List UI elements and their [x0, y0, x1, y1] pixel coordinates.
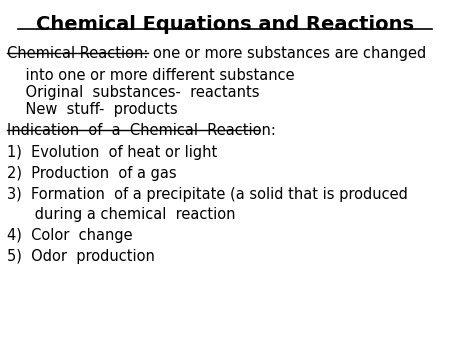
Text: New  stuff-  products: New stuff- products — [7, 102, 177, 117]
Text: Indication  of  a  Chemical  Reaction:: Indication of a Chemical Reaction: — [7, 123, 275, 138]
Text: during a chemical  reaction: during a chemical reaction — [7, 207, 235, 222]
Text: 2)  Production  of a gas: 2) Production of a gas — [7, 166, 176, 180]
Text: 1)  Evolution  of heat or light: 1) Evolution of heat or light — [7, 145, 217, 160]
Text: Chemical Equations and Reactions: Chemical Equations and Reactions — [36, 15, 414, 34]
Text: Original  substances-  reactants: Original substances- reactants — [7, 85, 259, 100]
Text: 5)  Odor  production: 5) Odor production — [7, 249, 155, 264]
Text: Chemical Reaction: one or more substances are changed: Chemical Reaction: one or more substance… — [7, 46, 426, 61]
Text: 3)  Formation  of a precipitate (a solid that is produced: 3) Formation of a precipitate (a solid t… — [7, 187, 408, 201]
Text: 4)  Color  change: 4) Color change — [7, 228, 132, 243]
Text: into one or more different substance: into one or more different substance — [7, 68, 294, 82]
